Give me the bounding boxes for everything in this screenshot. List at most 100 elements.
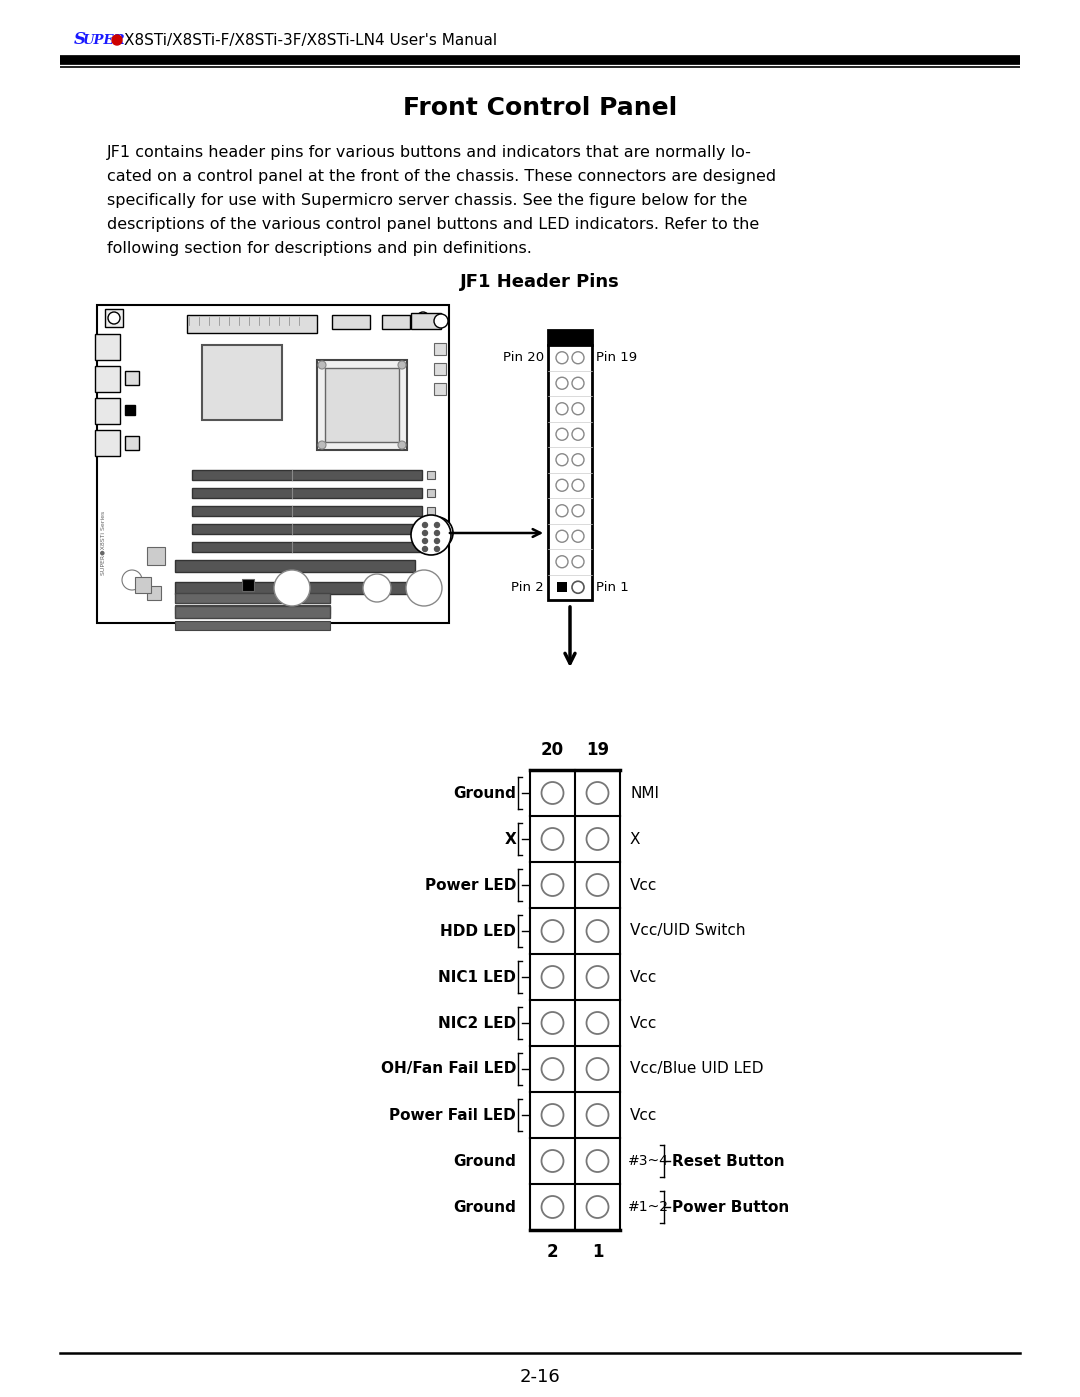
Circle shape [108,312,120,324]
Text: 1: 1 [592,1243,604,1261]
Circle shape [434,538,440,543]
Bar [175,583,415,594]
Text: JF1 contains header pins for various buttons and indicators that are normally lo: JF1 contains header pins for various but… [107,144,752,159]
Circle shape [421,517,453,549]
Bar [135,577,151,592]
Circle shape [541,782,564,805]
Bar [427,489,435,497]
Text: Power LED: Power LED [424,877,516,893]
Circle shape [434,522,440,528]
Text: NIC2 LED: NIC2 LED [437,1016,516,1031]
Circle shape [274,570,310,606]
Circle shape [422,531,428,535]
Circle shape [541,1104,564,1126]
Bar [125,372,139,386]
Text: Vcc: Vcc [630,1108,658,1123]
Circle shape [399,360,406,369]
Text: following section for descriptions and pin definitions.: following section for descriptions and p… [107,240,531,256]
Bar [192,488,422,497]
Bar [147,548,165,564]
Bar [548,345,592,599]
Circle shape [422,538,428,543]
Bar [95,430,120,455]
Bar [125,405,135,415]
Bar [427,507,435,515]
Bar [192,506,422,515]
Bar [192,542,422,552]
Text: 20: 20 [541,740,564,759]
Bar [175,605,330,615]
Circle shape [586,875,608,895]
Bar [434,363,446,374]
Circle shape [586,1011,608,1034]
Text: Ground: Ground [454,785,516,800]
Text: Reset Button: Reset Button [672,1154,785,1168]
Circle shape [572,531,584,542]
Circle shape [541,921,564,942]
Text: Pin 2: Pin 2 [511,581,544,594]
Text: X: X [630,831,640,847]
Bar [95,366,120,393]
Bar [187,314,318,332]
Bar [411,313,441,330]
Circle shape [556,429,568,440]
Text: cated on a control panel at the front of the chassis. These connectors are desig: cated on a control panel at the front of… [107,169,777,183]
Text: NIC1 LED: NIC1 LED [438,970,516,985]
Bar [434,344,446,355]
Text: UPER: UPER [83,34,125,46]
Circle shape [586,1104,608,1126]
Bar [97,305,449,623]
Circle shape [422,546,428,552]
Text: 2-16: 2-16 [519,1368,561,1386]
Text: Pin 19: Pin 19 [596,351,637,365]
Bar [175,560,415,571]
Circle shape [556,377,568,390]
Bar [434,383,446,395]
Circle shape [556,479,568,492]
Text: S: S [75,32,86,49]
Circle shape [586,1196,608,1218]
Circle shape [556,504,568,517]
Circle shape [112,35,122,45]
Circle shape [586,1058,608,1080]
Bar [332,314,370,330]
Circle shape [556,531,568,542]
Circle shape [422,522,428,528]
Text: Vcc/UID Switch: Vcc/UID Switch [630,923,745,939]
Bar [318,360,407,450]
Text: 2: 2 [546,1243,558,1261]
Text: Pin 20: Pin 20 [503,351,544,365]
Text: X8STi/X8STi-F/X8STi-3F/X8STi-LN4 User's Manual: X8STi/X8STi-F/X8STi-3F/X8STi-LN4 User's … [124,32,497,47]
Bar [175,606,330,617]
Bar [202,345,282,420]
Circle shape [556,556,568,567]
Circle shape [411,515,451,555]
Circle shape [572,352,584,363]
Circle shape [586,965,608,988]
Text: descriptions of the various control panel buttons and LED indicators. Refer to t: descriptions of the various control pane… [107,217,759,232]
Text: SUPER●X8STi Series: SUPER●X8STi Series [100,511,106,576]
Text: #1~2: #1~2 [627,1200,669,1214]
Bar [95,398,120,425]
Circle shape [572,479,584,492]
Bar [147,585,161,599]
Bar [427,471,435,479]
Bar [325,367,399,441]
Circle shape [572,429,584,440]
Circle shape [541,965,564,988]
Text: HDD LED: HDD LED [441,923,516,939]
Circle shape [541,875,564,895]
Circle shape [556,352,568,363]
Circle shape [586,782,608,805]
Circle shape [406,570,442,606]
Text: Power Fail LED: Power Fail LED [389,1108,516,1123]
Circle shape [572,556,584,567]
Bar [95,334,120,360]
Bar [105,309,123,327]
Circle shape [541,1058,564,1080]
Circle shape [434,314,448,328]
Text: Vcc: Vcc [630,970,658,985]
Text: Vcc/Blue UID LED: Vcc/Blue UID LED [630,1062,764,1077]
Circle shape [399,441,406,448]
Bar [427,525,435,534]
